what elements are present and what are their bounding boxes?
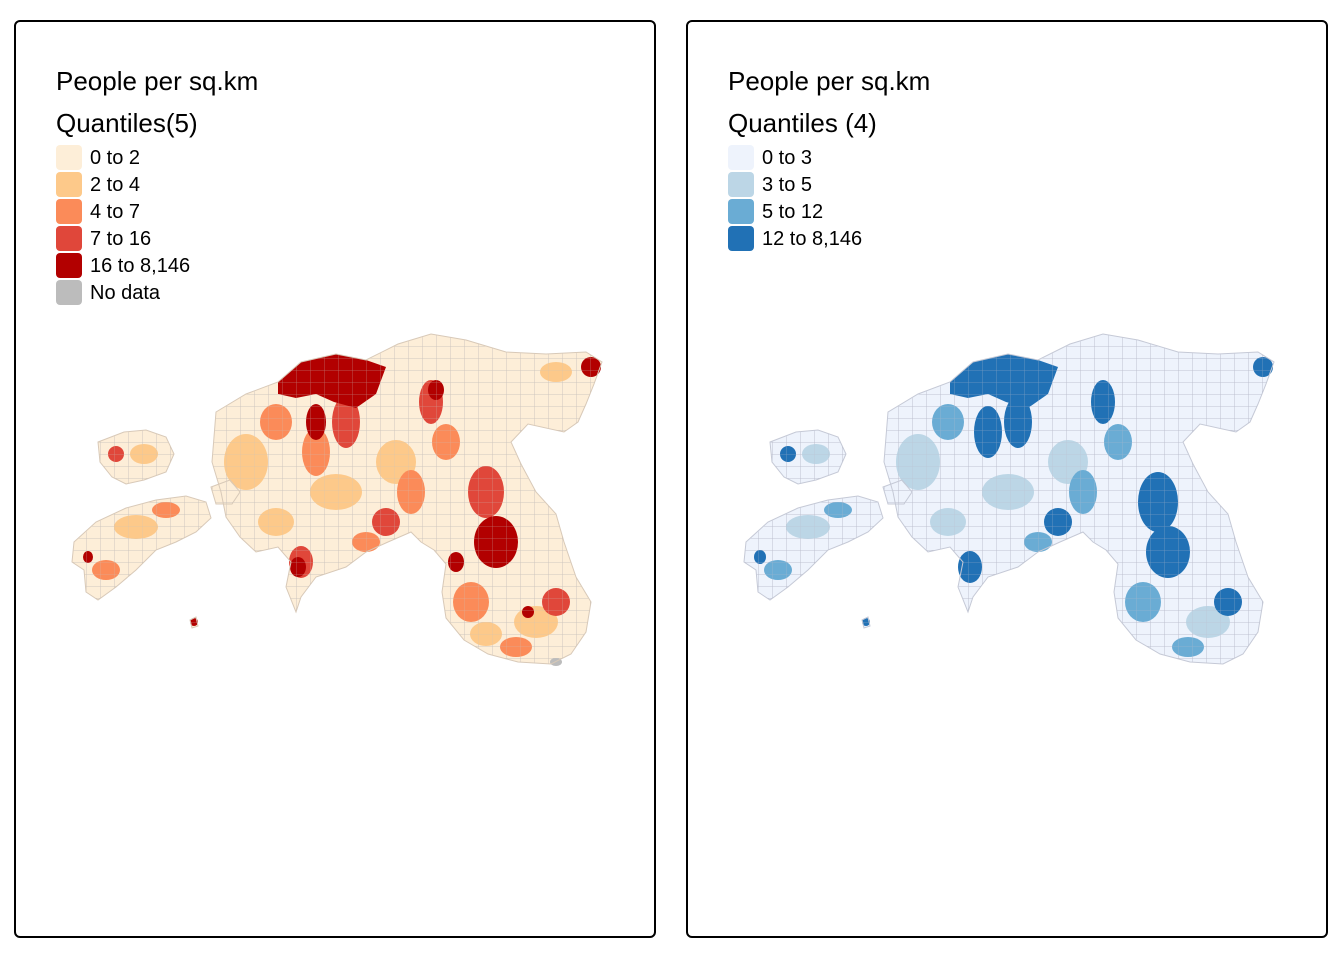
map-legend: People per sq.km Quantiles (4) 0 to 3 3 … (728, 66, 930, 252)
legend-item: No data (56, 279, 258, 306)
legend-item: 7 to 16 (56, 225, 258, 252)
estonia-choropleth-map-quantiles-5 (71, 333, 603, 666)
legend-item: 16 to 8,146 (56, 252, 258, 279)
legend-label: No data (90, 281, 161, 304)
legend-label: 7 to 16 (90, 227, 152, 250)
legend-label: 5 to 12 (762, 200, 824, 223)
legend-swatch (56, 280, 82, 305)
legend-swatch (56, 199, 82, 224)
legend-label: 3 to 5 (762, 173, 813, 196)
legend-subtitle: Quantiles (4) (728, 108, 877, 138)
estonia-choropleth-map-quantiles-4 (743, 333, 1275, 665)
map-legend: People per sq.km Quantiles(5) 0 to 2 2 t… (56, 66, 258, 306)
legend-label: 4 to 7 (90, 200, 141, 223)
legend-swatch (56, 172, 82, 197)
legend-label: 12 to 8,146 (762, 227, 863, 250)
legend-item: 5 to 12 (728, 198, 930, 225)
legend-item: 2 to 4 (56, 171, 258, 198)
legend-item: 4 to 7 (56, 198, 258, 225)
legend-label: 16 to 8,146 (90, 254, 191, 277)
legend-title: People per sq.km (728, 66, 931, 96)
legend-label: 2 to 4 (90, 173, 141, 196)
legend-swatch (728, 226, 754, 251)
map-panel-right: People per sq.km Quantiles (4) 0 to 3 3 … (686, 20, 1328, 938)
legend-swatch (56, 253, 82, 278)
legend-item: 12 to 8,146 (728, 225, 930, 252)
map-panel-left: People per sq.km Quantiles(5) 0 to 2 2 t… (14, 20, 656, 938)
legend-label: 0 to 3 (762, 146, 813, 169)
legend-swatch (728, 145, 754, 170)
legend-subtitle: Quantiles(5) (56, 108, 198, 138)
legend-swatch (728, 172, 754, 197)
legend-item: 0 to 2 (56, 144, 258, 171)
legend-swatch (56, 226, 82, 251)
legend-item: 0 to 3 (728, 144, 930, 171)
legend-item: 3 to 5 (728, 171, 930, 198)
legend-title: People per sq.km (56, 66, 259, 96)
legend-swatch (56, 145, 82, 170)
legend-label: 0 to 2 (90, 146, 141, 169)
legend-swatch (728, 199, 754, 224)
